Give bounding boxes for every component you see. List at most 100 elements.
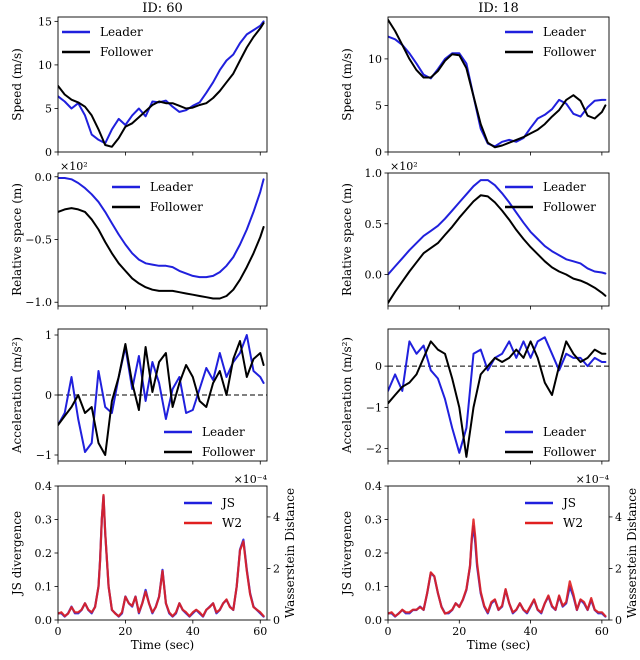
- series-line-leader: [388, 35, 607, 148]
- y2-scale-label: ×10⁻⁴: [576, 473, 610, 486]
- y-tick-label: 0.5: [365, 218, 383, 231]
- y-tick-label: −2: [366, 443, 382, 456]
- series-line-follower: [58, 340, 265, 456]
- series-line-leader: [388, 179, 607, 276]
- x-axis-label: Time (sec): [131, 638, 194, 652]
- chart-id18-space: Relative space (m) 0.0 0.5 1.0 ×10² Leader Fol…: [340, 160, 610, 310]
- y-tick-label: 0.2: [35, 547, 53, 560]
- x-tick-label: 0: [385, 625, 392, 638]
- y-tick-label: 0.0: [365, 269, 383, 282]
- chart-id18-speed: ID: 18 Speed (m/s) 0 5 10 Leader Follower: [340, 1, 610, 159]
- y-tick-label: −0.5: [25, 234, 52, 247]
- y-tick-label: 0.0: [35, 614, 53, 627]
- y-tick-label: 0.3: [35, 514, 53, 527]
- legend-label-leader: Leader: [150, 180, 193, 194]
- y-tick-label: 0: [375, 360, 382, 373]
- y-tick-label: 0.3: [365, 514, 383, 527]
- series-line-follower: [388, 194, 607, 304]
- plot-frame: [57, 16, 268, 153]
- y2-tick-label: 0: [615, 614, 622, 627]
- series-line-follower: [58, 22, 265, 148]
- x-tick-label: 20: [452, 625, 466, 638]
- y-tick-label: 0: [375, 146, 382, 159]
- plot-area: [388, 18, 607, 149]
- y2-tick-label: 4: [273, 511, 280, 524]
- y-tick-label: 10: [368, 53, 382, 66]
- y-tick-label: −1: [366, 401, 382, 414]
- legend-label-w2: W2: [222, 516, 242, 530]
- series-line-js: [58, 495, 265, 618]
- y2-tick-label: 4: [615, 511, 622, 524]
- series-line-w2: [388, 518, 607, 618]
- legend: JS W2: [184, 496, 242, 530]
- y-tick-label: 5: [375, 99, 382, 112]
- y-axis-label: Speed (m/s): [340, 48, 354, 121]
- legend: Leader Follower: [164, 425, 255, 459]
- y-axis-label: Acceleration (m/s²): [10, 337, 24, 454]
- y-tick-label: 0.4: [35, 480, 53, 493]
- plot-frame: [57, 328, 268, 462]
- y-tick-label: 10: [38, 59, 52, 72]
- y-tick-label: 5: [45, 102, 52, 115]
- x-tick-label: 40: [186, 625, 200, 638]
- y2-scale-label: ×10⁻⁴: [234, 473, 268, 486]
- plot-area: [58, 177, 265, 300]
- legend-label-follower: Follower: [100, 45, 153, 59]
- legend-label-w2: W2: [563, 516, 583, 530]
- chart-id60-accel: Acceleration (m/s²) −1 0 1 Leader Follower: [10, 328, 268, 465]
- plot-frame: [387, 485, 610, 621]
- x-tick-label: 20: [118, 625, 132, 638]
- series-line-follower: [388, 18, 607, 149]
- y-axis-label: Speed (m/s): [10, 48, 24, 121]
- legend-label-follower: Follower: [543, 445, 596, 459]
- y-tick-label: 0: [45, 146, 52, 159]
- series-line-leader: [58, 177, 265, 279]
- plot-frame: [387, 328, 610, 462]
- plot-frame: [57, 172, 268, 307]
- y-tick-label: 1.0: [365, 167, 383, 180]
- legend-label-leader: Leader: [202, 425, 245, 439]
- y-tick-label: 0: [45, 389, 52, 402]
- y-tick-label: 15: [38, 15, 52, 28]
- chart-id60-space: Relative space (m) 0.0 −0.5 −1.0 ×10² Leader F…: [10, 160, 268, 310]
- y-tick-label: −1: [36, 449, 52, 462]
- series-line-leader: [58, 20, 265, 145]
- chart-id60-speed: ID: 60 Speed (m/s) 0 5 10 15 Leader Follower: [10, 1, 268, 159]
- y-tick-label: 0.0: [365, 614, 383, 627]
- y-axis-label: Relative space (m): [10, 183, 24, 296]
- x-tick-label: 60: [253, 625, 267, 638]
- y-tick-label: 0.4: [365, 480, 383, 493]
- x-tick-label: 40: [524, 625, 538, 638]
- x-tick-label: 60: [595, 625, 609, 638]
- plot-area: [388, 518, 607, 618]
- series-line-follower: [58, 207, 265, 300]
- legend-label-follower: Follower: [202, 445, 255, 459]
- plot-area: [388, 336, 607, 458]
- y-scale-label: ×10²: [60, 160, 88, 173]
- legend-label-leader: Leader: [543, 425, 586, 439]
- legend-label-follower: Follower: [543, 200, 596, 214]
- y2-axis-label: Wasserstein Distance: [283, 488, 297, 618]
- legend-label-follower: Follower: [150, 200, 203, 214]
- legend-label-leader: Leader: [100, 25, 143, 39]
- y-axis-label: JS divergence: [10, 511, 24, 597]
- plot-frame: [387, 172, 610, 307]
- chart-title: ID: 18: [478, 1, 519, 16]
- y-tick-label: 1: [45, 329, 52, 342]
- legend-label-leader: Leader: [543, 25, 586, 39]
- y-tick-label: 0.0: [35, 171, 53, 184]
- plot-area: [58, 493, 265, 618]
- y2-tick-label: 0: [273, 614, 280, 627]
- legend: Leader Follower: [112, 180, 203, 214]
- chart-id18-accel: Acceleration (m/s²) −2 −1 0 Leader Follower: [340, 328, 610, 465]
- y-axis-label: Relative space (m): [340, 183, 354, 296]
- series-line-follower: [388, 340, 607, 458]
- y-axis-label: JS divergence: [340, 511, 354, 597]
- plot-area: [58, 334, 265, 456]
- legend: Leader Follower: [62, 25, 153, 59]
- chart-title: ID: 60: [142, 1, 183, 16]
- legend-label-leader: Leader: [543, 180, 586, 194]
- x-tick-label: 0: [55, 625, 62, 638]
